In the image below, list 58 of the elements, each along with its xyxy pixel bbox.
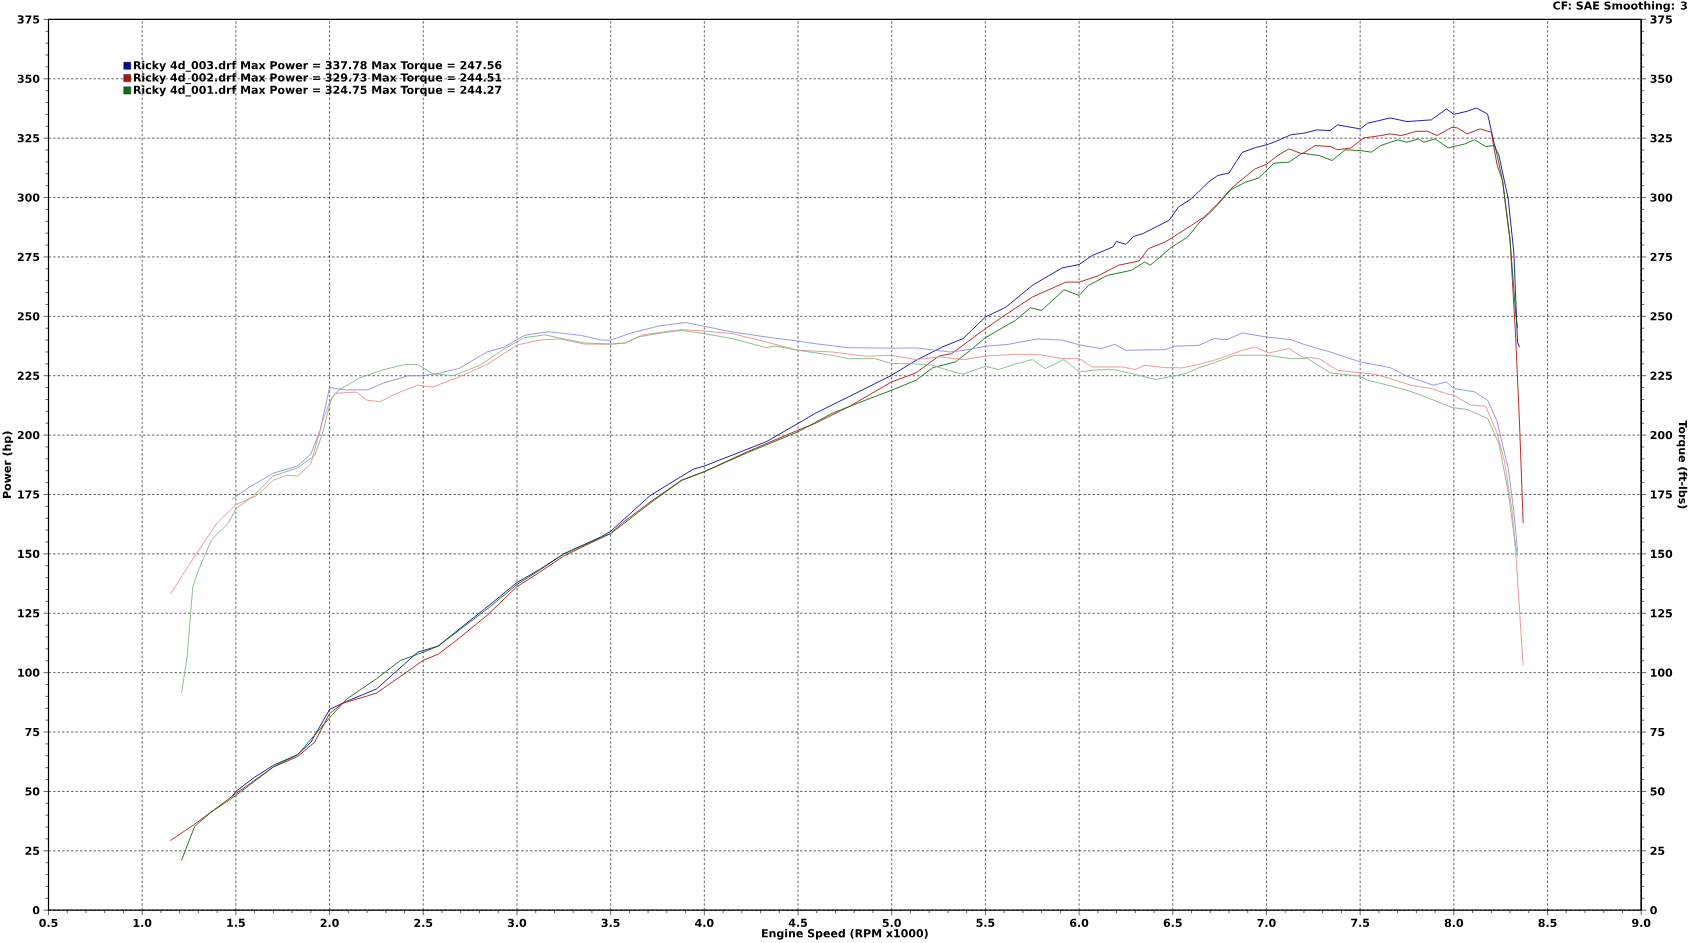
- y-tick-label: 0: [32, 906, 40, 915]
- legend-label: Ricky 4d_003.drf Max Power = 337.78 Max Torque = 247.56: [133, 60, 502, 72]
- y2-tick-label: 300: [1650, 193, 1673, 202]
- legend-label: Ricky 4d_001.drf Max Power = 324.75 Max Torque = 244.27: [133, 85, 502, 97]
- y2-tick-label: 100: [1651, 668, 1673, 677]
- y-tick-label: 300: [17, 193, 40, 202]
- y2-tick-label: 125: [1651, 609, 1672, 618]
- x-tick-label: 8.5: [1538, 918, 1557, 928]
- y2-tick-label: 75: [1650, 727, 1665, 737]
- y-tick-label: 175: [18, 490, 40, 499]
- x-tick-label: 2.0: [320, 918, 339, 928]
- y-axis-title: Power (hp): [2, 431, 14, 498]
- x-tick-label: 6.0: [1070, 918, 1089, 928]
- x-tick-label: 3.0: [507, 918, 527, 928]
- x-tick-label: 6.5: [1163, 918, 1182, 928]
- y-tick-label: 350: [17, 74, 40, 83]
- x-tick-label: 3.5: [601, 918, 620, 928]
- y-tick-label: 100: [18, 668, 40, 677]
- y-tick-label: 25: [25, 846, 40, 855]
- y-tick-label: 275: [17, 252, 40, 262]
- text: CF: SAE Smoothing: 3: [1553, 1, 1687, 12]
- y2-tick-label: 350: [1650, 74, 1673, 83]
- y-tick-label: 250: [17, 312, 40, 321]
- y2-tick-label: 0: [1650, 906, 1657, 915]
- y2-axis-title: Torque (ft-lbs): [1676, 420, 1688, 509]
- y2-tick-label: 225: [1650, 371, 1672, 380]
- y2-tick-label: 250: [1650, 312, 1673, 321]
- y2-tick-label: 25: [1650, 846, 1665, 855]
- y2-tick-label: 275: [1650, 252, 1672, 262]
- y-tick-label: 50: [25, 787, 40, 796]
- x-tick-label: 7.5: [1351, 918, 1370, 927]
- y-tick-label: 325: [17, 134, 40, 143]
- x-tick-label: 0.5: [39, 918, 58, 928]
- x-tick-label: 2.5: [414, 918, 433, 928]
- x-tick-label: 1.5: [227, 918, 245, 927]
- line-series: [231, 322, 1519, 552]
- x-axis-title: Engine Speed (RPM x1000): [762, 928, 928, 940]
- y2-tick-label: 175: [1651, 490, 1672, 499]
- x-tick-label: 8.0: [1444, 918, 1464, 928]
- y-tick-label: 75: [25, 727, 40, 737]
- y2-tick-label: 375: [1650, 15, 1672, 24]
- x-tick-label: 1.0: [133, 918, 152, 928]
- x-tick-label: 4.0: [695, 918, 714, 928]
- y-tick-label: 200: [17, 430, 40, 440]
- y-tick-label: 150: [18, 549, 40, 559]
- y2-tick-label: 200: [1650, 430, 1673, 440]
- x-tick-label: 9.0: [1632, 918, 1651, 928]
- x-tick-label: 5.0: [882, 918, 901, 928]
- x-tick-label: 7.0: [1257, 918, 1276, 928]
- x-tick-label: 4.5: [788, 918, 807, 927]
- legend-label: Ricky 4d_002.drf Max Power = 329.73 Max Torque = 244.51: [133, 73, 502, 85]
- y2-tick-label: 50: [1650, 787, 1665, 796]
- y-tick-label: 375: [17, 15, 40, 24]
- y2-tick-label: 325: [1650, 134, 1672, 143]
- y2-tick-label: 150: [1651, 549, 1673, 559]
- y-tick-label: 225: [17, 371, 40, 380]
- y-tick-label: 125: [18, 609, 40, 618]
- x-tick-label: 5.5: [976, 918, 995, 927]
